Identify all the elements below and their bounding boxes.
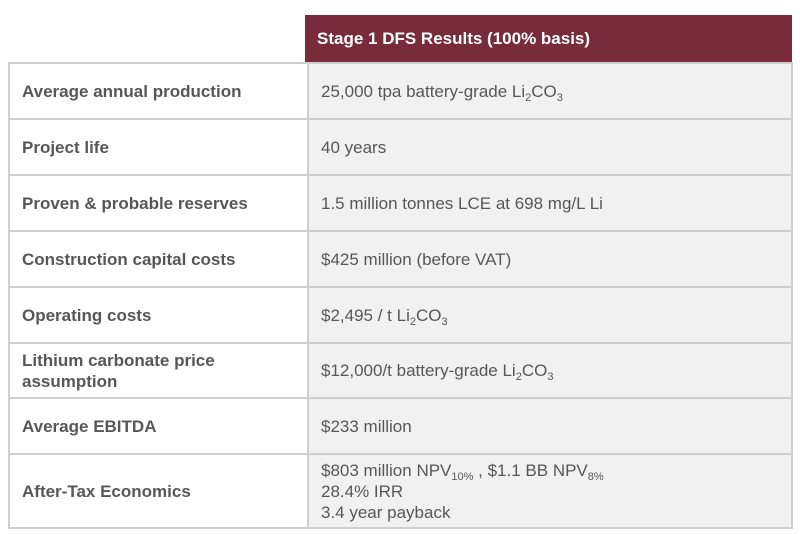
- value-text: $2,495 / t Li: [321, 305, 410, 325]
- row-label: Construction capital costs: [8, 230, 309, 288]
- value-text: $12,000/t battery-grade Li: [321, 361, 516, 380]
- subscript: 2: [515, 371, 522, 383]
- row-value: 1.5 million tonnes LCE at 698 mg/L Li: [307, 174, 793, 232]
- table-row: Operating costs $2,495 / t Li2CO3: [8, 286, 793, 344]
- value-line: $803 million NPV10% , $1.1 BB NPV8%: [321, 460, 779, 483]
- table-row: Average EBITDA $233 million: [8, 397, 793, 455]
- subscript: 3: [547, 371, 554, 383]
- value-line: 3.4 year payback: [321, 502, 451, 522]
- row-label: Project life: [8, 118, 309, 176]
- table-row: After-Tax Economics $803 million NPV10% …: [8, 453, 793, 529]
- subscript: 2: [409, 315, 416, 328]
- value-text: 25,000 tpa battery-grade Li: [321, 81, 526, 101]
- row-label: Proven & probable reserves: [8, 174, 309, 232]
- row-label: Average EBITDA: [8, 397, 309, 455]
- row-value: $425 million (before VAT): [307, 230, 793, 288]
- table-row: Project life 40 years: [8, 118, 793, 176]
- subscript: 2: [525, 91, 532, 104]
- row-value: $2,495 / t Li2CO3: [307, 286, 793, 344]
- value-text: CO: [415, 305, 442, 325]
- subscript: 10%: [451, 470, 474, 483]
- row-value: $12,000/t battery-grade Li2CO3: [307, 342, 793, 399]
- table-row: Average annual production 25,000 tpa bat…: [8, 62, 793, 120]
- value-text: $803 million NPV: [321, 460, 452, 480]
- subscript: 8%: [587, 470, 604, 483]
- value-text: , $1.1 BB NPV: [473, 460, 588, 480]
- row-value: $803 million NPV10% , $1.1 BB NPV8% 28.4…: [307, 453, 793, 529]
- row-value: 25,000 tpa battery-grade Li2CO3: [307, 62, 793, 120]
- row-value: $233 million: [307, 397, 793, 455]
- row-label: Average annual production: [8, 62, 309, 120]
- subscript: 3: [556, 91, 563, 104]
- table-header-stage1-dfs: Stage 1 DFS Results (100% basis): [305, 15, 792, 62]
- value-text: CO: [521, 361, 548, 380]
- subscript: 3: [441, 315, 448, 328]
- row-label: After-Tax Economics: [8, 453, 309, 529]
- row-value: 40 years: [307, 118, 793, 176]
- value-line: 28.4% IRR: [321, 481, 404, 501]
- dfs-results-table: Average annual production 25,000 tpa bat…: [8, 62, 793, 529]
- table-row: Proven & probable reserves 1.5 million t…: [8, 174, 793, 232]
- table-row: Lithium carbonate price assumption $12,0…: [8, 342, 793, 399]
- value-text: CO: [531, 81, 557, 101]
- table-row: Construction capital costs $425 million …: [8, 230, 793, 288]
- row-label: Lithium carbonate price assumption: [8, 342, 309, 399]
- row-label: Operating costs: [8, 286, 309, 344]
